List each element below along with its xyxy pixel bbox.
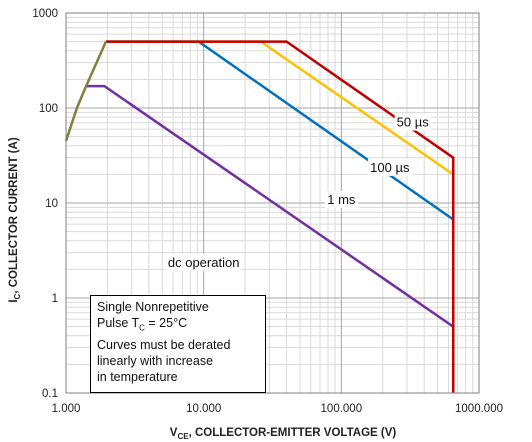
note-line-5: in temperature bbox=[97, 369, 178, 384]
x-axis-title: VCE, COLLECTOR-EMITTER VOLTAGE (V) bbox=[170, 427, 397, 441]
y-tick-labels: 0.1 1 10 100 1000 bbox=[32, 8, 58, 400]
y-axis-text: , COLLECTOR CURRENT (A) bbox=[8, 137, 20, 293]
series-line-1 bbox=[86, 84, 454, 328]
note-line-2: Pulse TC = 25°C bbox=[97, 315, 259, 337]
y-tick-label: 10 bbox=[45, 198, 58, 210]
y-axis-title: IC, COLLECTOR CURRENT (A) bbox=[8, 137, 22, 302]
annotation-layer: 50 µs 100 µs 1 ms dc operation bbox=[165, 113, 432, 271]
x-tick-label: 1.000 bbox=[52, 403, 81, 415]
y-tick-label: 100 bbox=[39, 103, 58, 115]
curve-label-3: 1 ms bbox=[327, 192, 356, 207]
note-line-4: linearly with increase bbox=[97, 353, 214, 368]
note-line-1: Single Nonrepetitive bbox=[97, 300, 209, 314]
series-line-2 bbox=[105, 40, 454, 221]
curve-label-background bbox=[394, 113, 432, 131]
x-axis-text: , COLLECTOR-EMITTER VOLTAGE (V) bbox=[189, 427, 397, 439]
curve-label-background bbox=[165, 253, 242, 271]
note-line-3: Curves must be derated bbox=[97, 337, 231, 352]
y-tick-label: 0.1 bbox=[42, 388, 58, 400]
note-subscript: C bbox=[139, 323, 145, 333]
x-tick-label: 10.000 bbox=[186, 403, 221, 415]
x-tick-labels: 1.000 10.000 100.000 1000.000 bbox=[52, 403, 503, 415]
x-axis-subscript: CE bbox=[177, 432, 189, 441]
x-tick-label: 1000.000 bbox=[455, 403, 503, 415]
note-pulse-text: Pulse T bbox=[97, 316, 140, 330]
y-axis-symbol: I bbox=[8, 299, 20, 302]
y-tick-label: 1 bbox=[52, 293, 58, 305]
curve-label-1: 50 µs bbox=[397, 115, 430, 130]
curve-label-4: dc operation bbox=[168, 255, 240, 270]
curve-label-2: 100 µs bbox=[370, 160, 410, 175]
plot-frame bbox=[65, 12, 480, 394]
x-tick-label: 100.000 bbox=[321, 403, 363, 415]
curve-label-background bbox=[325, 191, 358, 209]
curve-label-background bbox=[368, 158, 412, 176]
series-line-5 bbox=[64, 41, 108, 142]
y-axis-subscript: C bbox=[13, 293, 22, 299]
x-axis-symbol: V bbox=[170, 427, 178, 439]
conditions-note: Single Nonrepetitive Pulse TC = 25°C Cur… bbox=[90, 295, 266, 393]
note-temperature: = 25°C bbox=[144, 316, 188, 330]
y-tick-label: 1000 bbox=[32, 8, 58, 20]
series-line-4 bbox=[105, 40, 455, 393]
